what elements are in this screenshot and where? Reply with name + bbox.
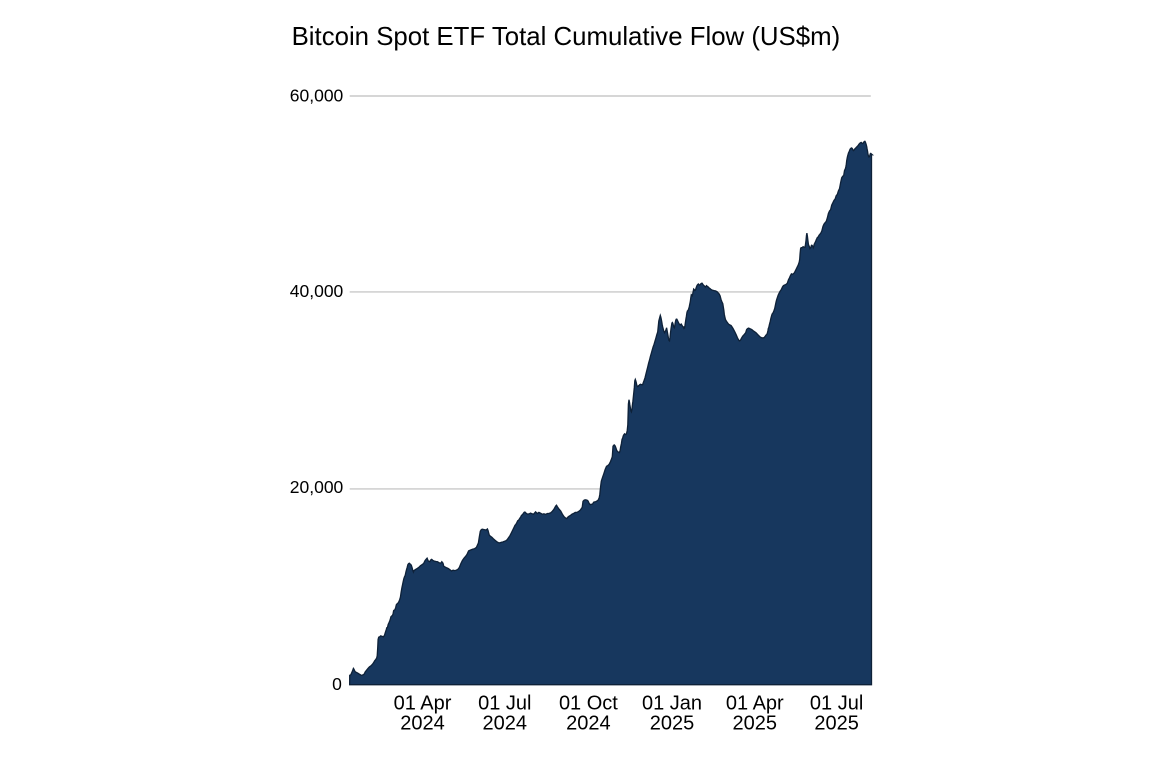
svg-text:01 Apr: 01 Apr <box>394 692 452 714</box>
svg-text:60,000: 60,000 <box>290 86 344 106</box>
svg-text:0: 0 <box>332 674 342 694</box>
svg-text:2025: 2025 <box>650 712 695 734</box>
svg-text:2025: 2025 <box>814 712 859 734</box>
svg-text:2024: 2024 <box>483 712 528 734</box>
svg-text:2024: 2024 <box>566 712 611 734</box>
svg-text:Bitcoin Spot ETF Total Cumulat: Bitcoin Spot ETF Total Cumulative Flow (… <box>292 23 841 51</box>
svg-text:40,000: 40,000 <box>290 281 344 301</box>
svg-text:2025: 2025 <box>733 712 778 734</box>
svg-text:01 Apr: 01 Apr <box>726 692 784 714</box>
svg-text:01 Jul: 01 Jul <box>810 692 863 714</box>
svg-text:01 Oct: 01 Oct <box>559 692 618 714</box>
svg-text:20,000: 20,000 <box>290 477 344 497</box>
svg-text:01 Jan: 01 Jan <box>642 692 702 714</box>
svg-text:01 Jul: 01 Jul <box>478 692 531 714</box>
svg-text:2024: 2024 <box>400 712 445 734</box>
